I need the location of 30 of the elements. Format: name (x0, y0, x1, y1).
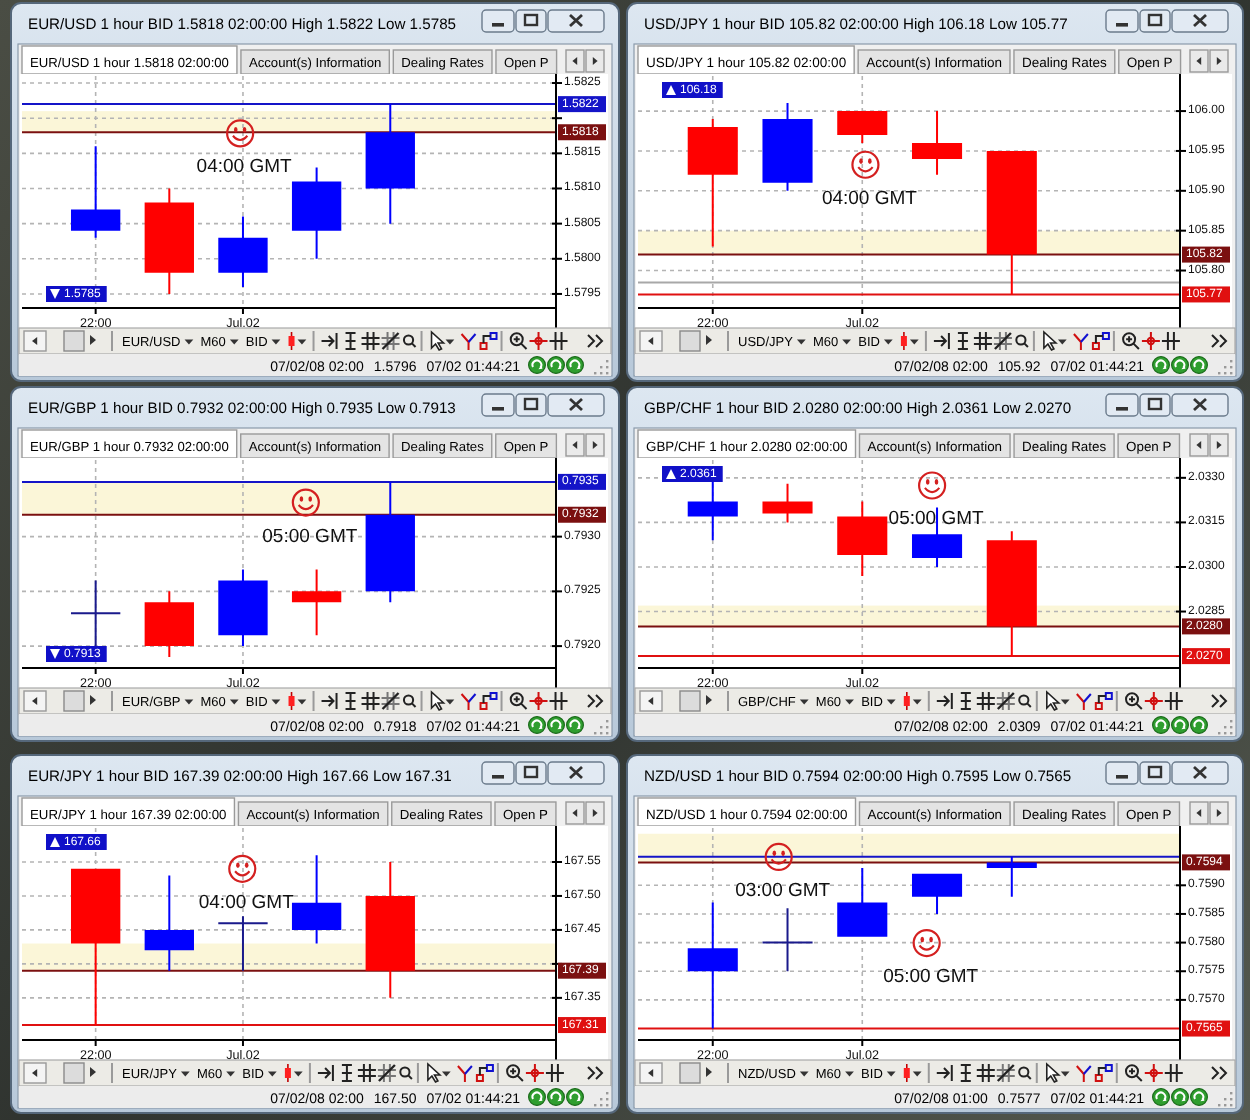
candlestick (986, 856, 1037, 897)
candlestick (70, 580, 121, 647)
candlestick (687, 477, 738, 541)
candlestick (986, 531, 1037, 657)
candlestick (986, 150, 1037, 295)
candlestick (291, 569, 342, 636)
candlestick (291, 855, 342, 944)
candlestick (365, 481, 415, 603)
candlestick (144, 188, 194, 294)
candlestick (144, 875, 194, 971)
candlestick (144, 591, 194, 658)
annotation: 05:00 GMT (883, 966, 979, 989)
candlestick (365, 861, 415, 998)
annotation: 05:00 GMT (262, 525, 358, 548)
candlestick (837, 111, 888, 143)
candlestick (762, 483, 813, 523)
candlestick (291, 167, 342, 259)
candlestick (911, 873, 963, 914)
candlestick (762, 908, 813, 972)
candlestick (762, 103, 813, 191)
candlestick (365, 104, 415, 224)
candlestick (218, 916, 268, 971)
candlestick (837, 868, 888, 937)
annotation: 05:00 GMT (888, 508, 984, 531)
candlestick (911, 111, 963, 175)
annotation: 03:00 GMT (735, 879, 831, 902)
candlestick (218, 216, 268, 287)
annotation: 04:00 GMT (196, 156, 293, 179)
annotation: 04:00 GMT (821, 187, 918, 210)
annotation: 04:00 GMT (198, 891, 295, 914)
